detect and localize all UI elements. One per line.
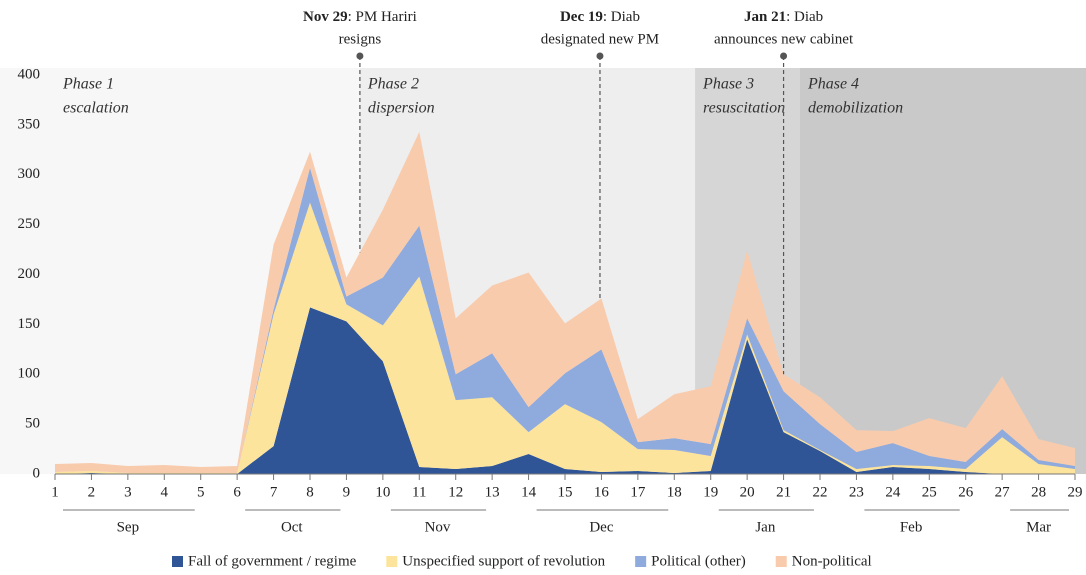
x-tick-label: 23 — [849, 484, 864, 500]
phase-name: Phase 3 — [702, 76, 754, 93]
x-tick-label: 11 — [412, 484, 426, 500]
phase-name: Phase 1 — [62, 76, 114, 93]
legend-swatch — [386, 556, 398, 567]
annotation-date: Nov 29 — [303, 9, 348, 25]
annotation-text: Dec 19: Diab — [560, 9, 640, 25]
annotation-line: : PM Hariri — [348, 9, 417, 25]
x-tick-label: 16 — [594, 484, 610, 500]
annotation-date: Dec 19 — [560, 9, 603, 25]
x-tick-label: 14 — [521, 484, 537, 500]
x-tick-label: 2 — [88, 484, 96, 500]
legend-swatch — [635, 556, 647, 567]
x-tick-label: 18 — [667, 484, 682, 500]
annotation-line: : Diab — [603, 9, 640, 25]
x-tick-label: 15 — [558, 484, 573, 500]
legend-swatch — [775, 556, 787, 567]
x-tick-label: 1 — [51, 484, 59, 500]
annotation-line: resigns — [339, 31, 382, 47]
phase-label: resuscitation — [703, 100, 785, 117]
month-label: Sep — [117, 519, 140, 535]
phase-band — [799, 68, 1086, 474]
x-tick-label: 27 — [995, 484, 1011, 500]
x-tick-label: 24 — [885, 484, 901, 500]
x-tick-label: 29 — [1068, 484, 1083, 500]
area — [55, 202, 1075, 474]
y-tick-label: 300 — [18, 166, 41, 182]
phase-name: Phase 4 — [807, 76, 859, 93]
y-tick-label: 200 — [18, 266, 41, 282]
annotation-line: : Diab — [786, 9, 823, 25]
annotation-line: designated new PM — [541, 31, 659, 47]
annotation-date: Jan 21 — [744, 9, 786, 25]
x-tick-label: 9 — [343, 484, 351, 500]
x-tick-label: 3 — [124, 484, 132, 500]
annotation-text: Nov 29: PM Hariri — [303, 9, 417, 25]
month-label: Feb — [900, 519, 923, 535]
y-tick-label: 400 — [18, 66, 41, 82]
x-tick-label: 4 — [161, 484, 169, 500]
x-tick-label: 26 — [958, 484, 974, 500]
x-tick-label: 5 — [197, 484, 205, 500]
area — [55, 307, 1075, 474]
x-tick-label: 10 — [375, 484, 390, 500]
x-tick-label: 8 — [306, 484, 314, 500]
x-tick-label: 20 — [740, 484, 755, 500]
x-tick-label: 17 — [630, 484, 646, 500]
area — [55, 131, 1075, 474]
y-tick-label: 0 — [33, 465, 41, 481]
x-tick-label: 12 — [448, 484, 463, 500]
phase-label: dispersion — [368, 100, 435, 117]
month-label: Dec — [589, 519, 613, 535]
x-tick-label: 13 — [485, 484, 500, 500]
y-tick-label: 350 — [18, 116, 41, 132]
x-tick-label: 22 — [813, 484, 828, 500]
legend-label: Fall of government / regime — [188, 553, 357, 569]
phase-name: Phase 2 — [367, 76, 419, 93]
x-tick-label: 6 — [233, 484, 241, 500]
month-label: Oct — [281, 519, 303, 535]
legend-swatch — [172, 556, 183, 567]
month-label: Jan — [755, 519, 775, 535]
annotation-text: Jan 21: Diab — [744, 9, 823, 25]
x-tick-label: 25 — [922, 484, 937, 500]
annotation-line: announces new cabinet — [714, 31, 854, 47]
x-tick-label: 7 — [270, 484, 278, 500]
phase-label: demobilization — [808, 100, 903, 117]
legend-label: Non-political — [792, 553, 872, 569]
y-tick-label: 250 — [18, 216, 41, 232]
x-tick-label: 21 — [776, 484, 791, 500]
legend-label: Political (other) — [651, 553, 746, 569]
phase-label: escalation — [63, 100, 129, 117]
y-tick-label: 50 — [25, 416, 40, 432]
y-tick-label: 100 — [18, 366, 41, 382]
month-label: Nov — [425, 519, 451, 535]
x-tick-label: 19 — [703, 484, 718, 500]
legend-label: Unspecified support of revolution — [402, 553, 605, 569]
month-label: Mar — [1026, 519, 1051, 535]
x-tick-label: 28 — [1031, 484, 1046, 500]
y-tick-label: 150 — [18, 316, 41, 332]
